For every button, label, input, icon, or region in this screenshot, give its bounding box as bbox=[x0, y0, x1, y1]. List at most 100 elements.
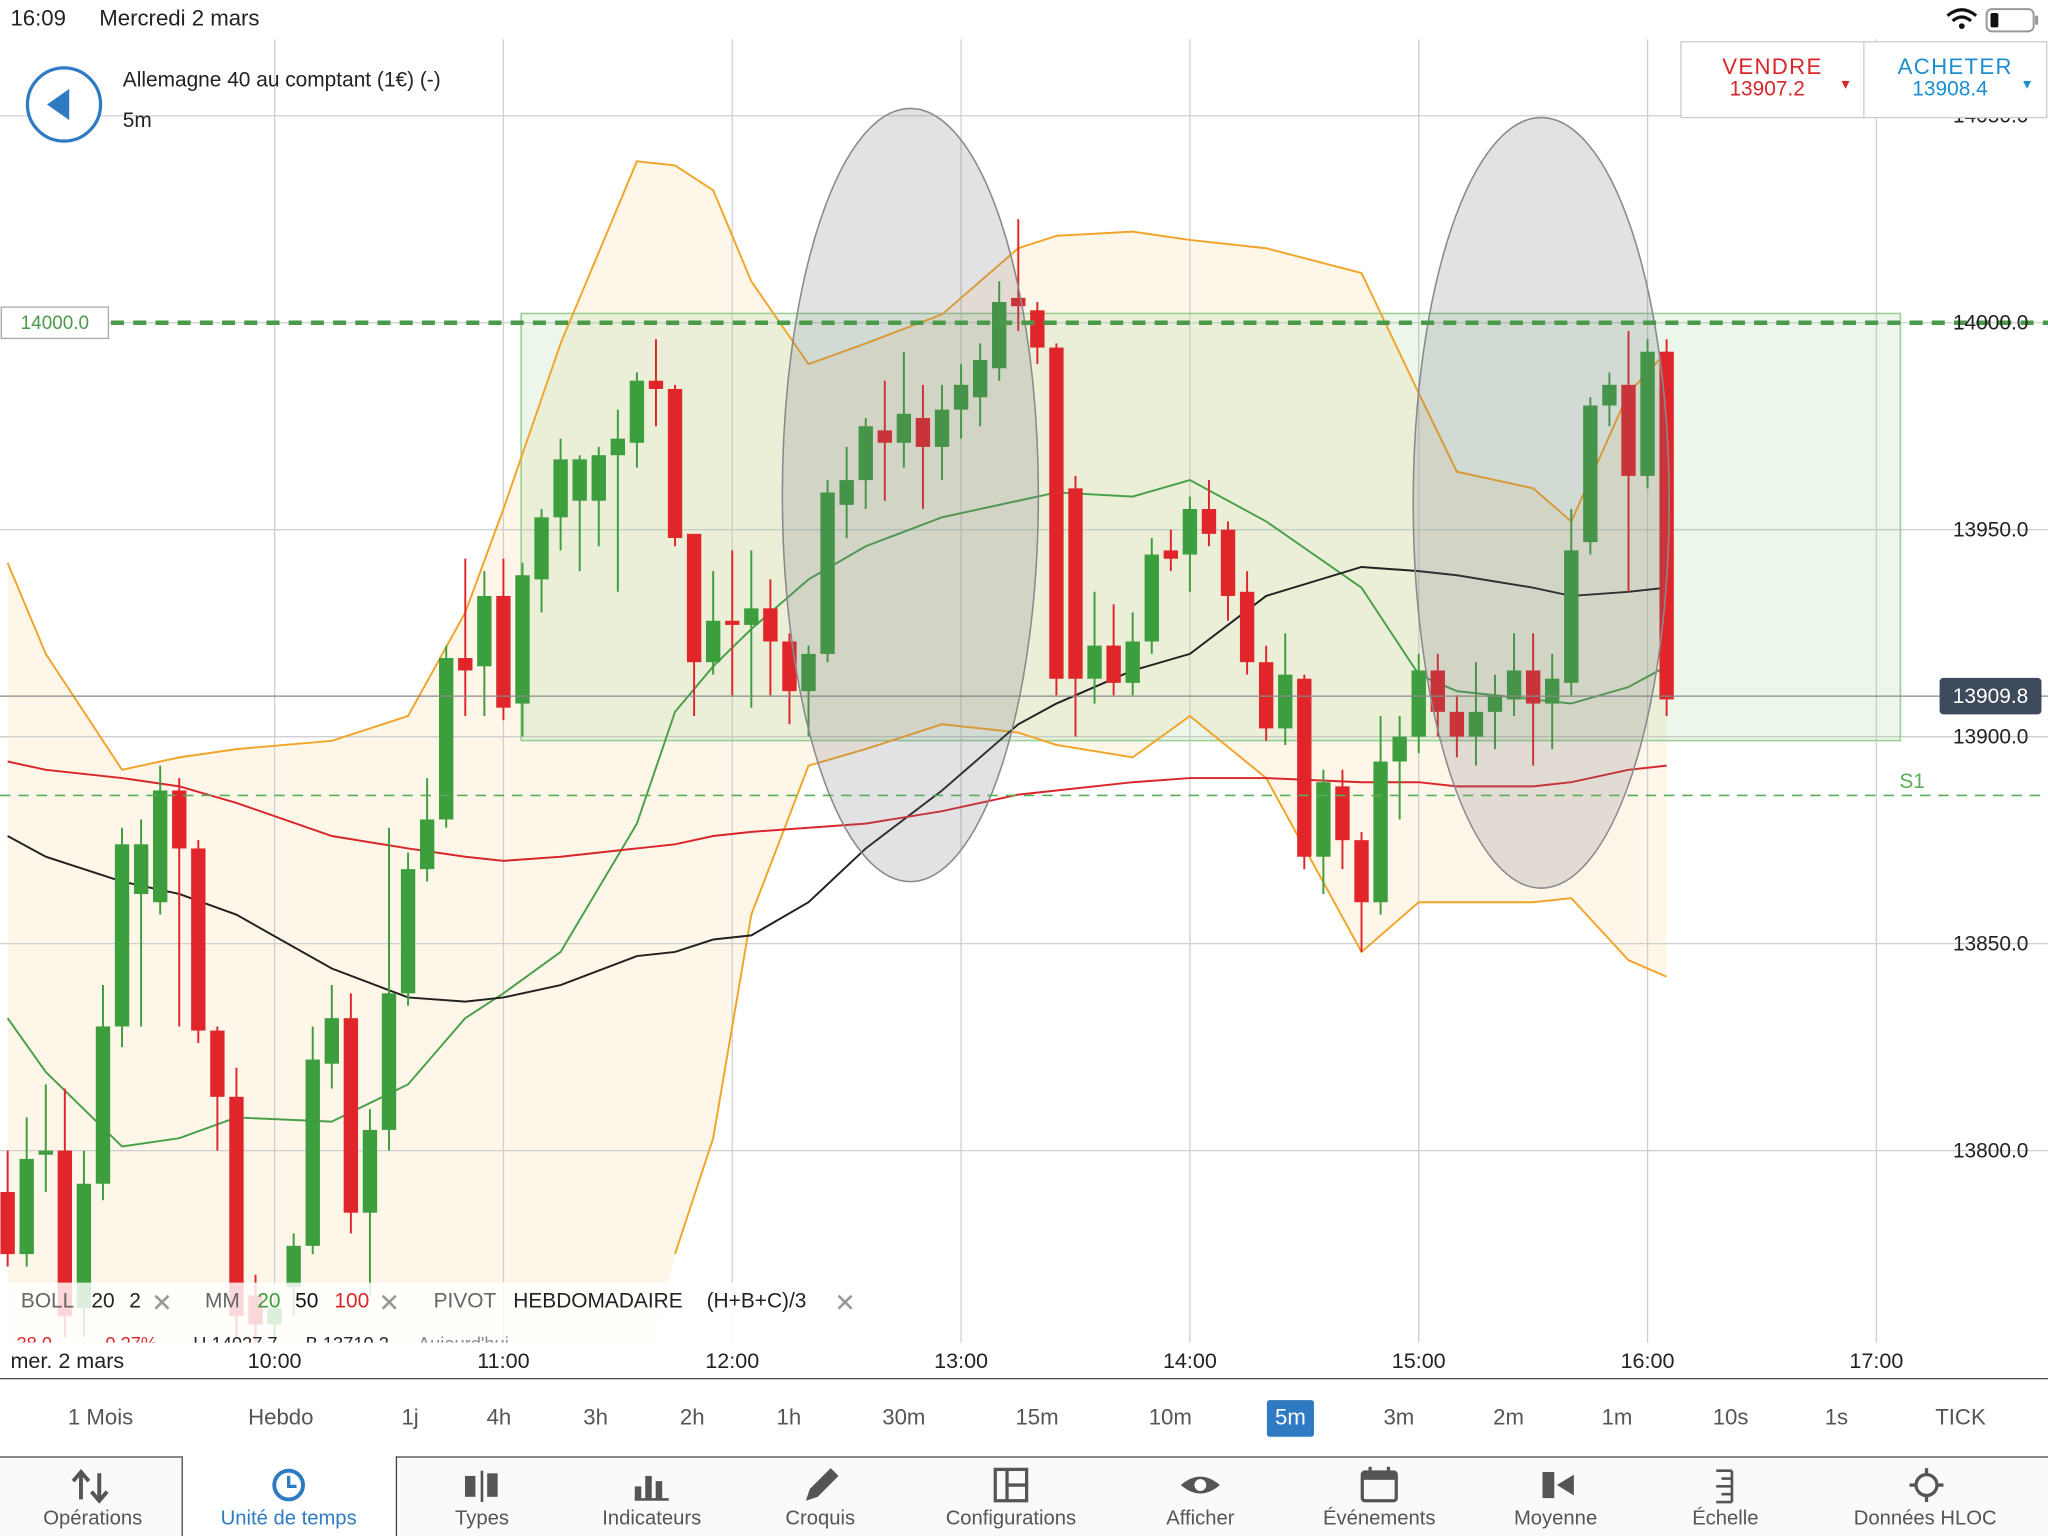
instrument-title: Allemagne 40 au comptant (1€) (-) bbox=[123, 68, 441, 91]
legend-param: 50 bbox=[295, 1290, 318, 1313]
x-axis-date: mer. 2 mars bbox=[10, 1348, 124, 1373]
candle-body bbox=[1335, 786, 1350, 841]
candle-body bbox=[477, 595, 492, 667]
toolbar-tab[interactable]: Types bbox=[455, 1507, 509, 1529]
toolbar-tab[interactable]: Données HLOC bbox=[1854, 1507, 1997, 1529]
toolbar-tab[interactable]: Unité de temps bbox=[221, 1507, 357, 1529]
back-button[interactable] bbox=[25, 66, 103, 143]
x-tick-label: 12:00 bbox=[705, 1348, 759, 1373]
legend-param: 20 bbox=[91, 1290, 114, 1313]
candle-body bbox=[515, 575, 530, 704]
toolbar-tab[interactable]: Croquis bbox=[785, 1507, 855, 1529]
candle-body bbox=[1411, 670, 1426, 737]
candle-body bbox=[1316, 782, 1331, 857]
legend-name: BOLL bbox=[21, 1290, 74, 1313]
timeframe-option[interactable]: 2m bbox=[1493, 1404, 1524, 1429]
toolbar-tab[interactable]: Configurations bbox=[946, 1507, 1076, 1529]
candle-body bbox=[400, 869, 416, 994]
legend-name: PIVOT bbox=[434, 1290, 497, 1313]
candle-body bbox=[744, 608, 759, 625]
toolbar-tab[interactable]: Opérations bbox=[43, 1507, 142, 1529]
candle-body bbox=[439, 658, 454, 820]
x-tick-label: 10:00 bbox=[248, 1348, 302, 1373]
timeframe-option[interactable]: TICK bbox=[1935, 1404, 1986, 1429]
candle-body bbox=[19, 1158, 34, 1255]
toolbar-tab[interactable]: Moyenne bbox=[1514, 1507, 1597, 1529]
timeframe-option[interactable]: 15m bbox=[1015, 1404, 1058, 1429]
candle-body bbox=[1564, 550, 1579, 683]
candle-body bbox=[1163, 550, 1179, 559]
battery-icon bbox=[1985, 8, 2039, 33]
axes-layer: 14050.014000.013950.013900.013850.013800… bbox=[0, 105, 2042, 1162]
candle-body bbox=[1125, 641, 1140, 683]
timeframe-option[interactable]: 2h bbox=[680, 1404, 705, 1429]
timeframe-option[interactable]: 10m bbox=[1149, 1404, 1192, 1429]
legend-background bbox=[5, 1282, 868, 1343]
y-tick-label: 13800.0 bbox=[1953, 1139, 2028, 1162]
timeframe-option[interactable]: Hebdo bbox=[248, 1404, 313, 1429]
candle-body bbox=[992, 302, 1007, 369]
timeframe-option[interactable]: 1 Mois bbox=[68, 1404, 133, 1429]
indicator-line bbox=[6, 160, 1668, 771]
timeframe-option[interactable]: 3h bbox=[583, 1404, 608, 1429]
candle-body bbox=[915, 417, 931, 447]
status-time: 16:09 bbox=[10, 5, 66, 30]
icon-types bbox=[464, 1470, 498, 1503]
candle-body bbox=[210, 1030, 225, 1097]
timeframe-option[interactable]: 1j bbox=[401, 1404, 418, 1429]
timeframe-option[interactable]: 1m bbox=[1602, 1404, 1633, 1429]
candle-body bbox=[877, 430, 892, 443]
toolbar-tab[interactable]: Indicateurs bbox=[602, 1507, 701, 1529]
toolbar-icons bbox=[71, 1466, 1944, 1504]
timeframe-option[interactable]: 4h bbox=[487, 1404, 512, 1429]
timeframe-option[interactable]: 5m bbox=[1275, 1404, 1306, 1429]
last-price-box bbox=[1939, 677, 2042, 715]
level-label: 14000.0 bbox=[21, 313, 89, 334]
candle-body bbox=[705, 620, 721, 663]
ellipse-drawing[interactable] bbox=[781, 107, 1040, 883]
candle-body bbox=[152, 790, 168, 903]
toolbar-tab[interactable]: Échelle bbox=[1692, 1506, 1758, 1529]
candle-body bbox=[1487, 695, 1503, 712]
band-fill bbox=[7, 161, 1667, 1343]
level-layer bbox=[0, 320, 2048, 797]
candle-body bbox=[534, 517, 549, 580]
timeframe-bar: 1 Mois Hebdo 1j 4h 3h 2h 1h 30m 15m 10m 5m 3m 2m 1m 10… bbox=[68, 1400, 1986, 1437]
candle-body bbox=[1583, 405, 1598, 543]
toolbar-tab[interactable]: Afficher bbox=[1166, 1507, 1234, 1529]
ellipse-drawing[interactable] bbox=[1412, 116, 1671, 889]
remove-indicator[interactable] bbox=[837, 1294, 853, 1310]
legend-params: 20 50 100 bbox=[257, 1290, 369, 1313]
candle-body bbox=[1144, 554, 1159, 642]
timeframe-option[interactable]: 1s bbox=[1825, 1404, 1848, 1429]
sell-button[interactable]: VENDRE 13907.2 bbox=[1722, 54, 1850, 101]
toolbar-tab[interactable]: Événements bbox=[1323, 1506, 1435, 1529]
candle-body bbox=[95, 1026, 111, 1184]
wifi-icon bbox=[1946, 8, 1978, 29]
timeframe-option[interactable]: 1h bbox=[777, 1404, 802, 1429]
timeframe-option[interactable]: 30m bbox=[882, 1404, 925, 1429]
candle-body bbox=[1430, 670, 1445, 712]
toolbar: Opérations Unité de temps Types Indicateurs… bbox=[0, 1456, 2048, 1536]
candle-body bbox=[1201, 509, 1217, 534]
candle-body bbox=[1106, 645, 1121, 683]
candle-body bbox=[324, 1018, 339, 1064]
candle-body bbox=[1049, 347, 1064, 679]
x-tick-label: 17:00 bbox=[1849, 1348, 1903, 1373]
candle-body bbox=[1278, 674, 1293, 729]
candle-body bbox=[553, 459, 568, 518]
timeframe-option[interactable]: 3m bbox=[1383, 1404, 1414, 1429]
candle-body bbox=[1545, 678, 1560, 704]
candle-body bbox=[1373, 761, 1388, 903]
icon-hloc bbox=[1909, 1468, 1944, 1503]
remove-indicator[interactable] bbox=[154, 1294, 170, 1310]
candle-body bbox=[763, 608, 778, 642]
candle-body bbox=[133, 844, 149, 894]
band-layer bbox=[7, 161, 1667, 1343]
candle-body bbox=[896, 413, 912, 443]
x-tick-label: 13:00 bbox=[934, 1348, 988, 1373]
buy-button[interactable]: ACHETER 13908.4 bbox=[1898, 54, 2032, 101]
remove-indicator[interactable] bbox=[381, 1294, 397, 1310]
timeframe-option[interactable]: 10s bbox=[1713, 1404, 1749, 1429]
legend-param: 2 bbox=[129, 1290, 141, 1313]
